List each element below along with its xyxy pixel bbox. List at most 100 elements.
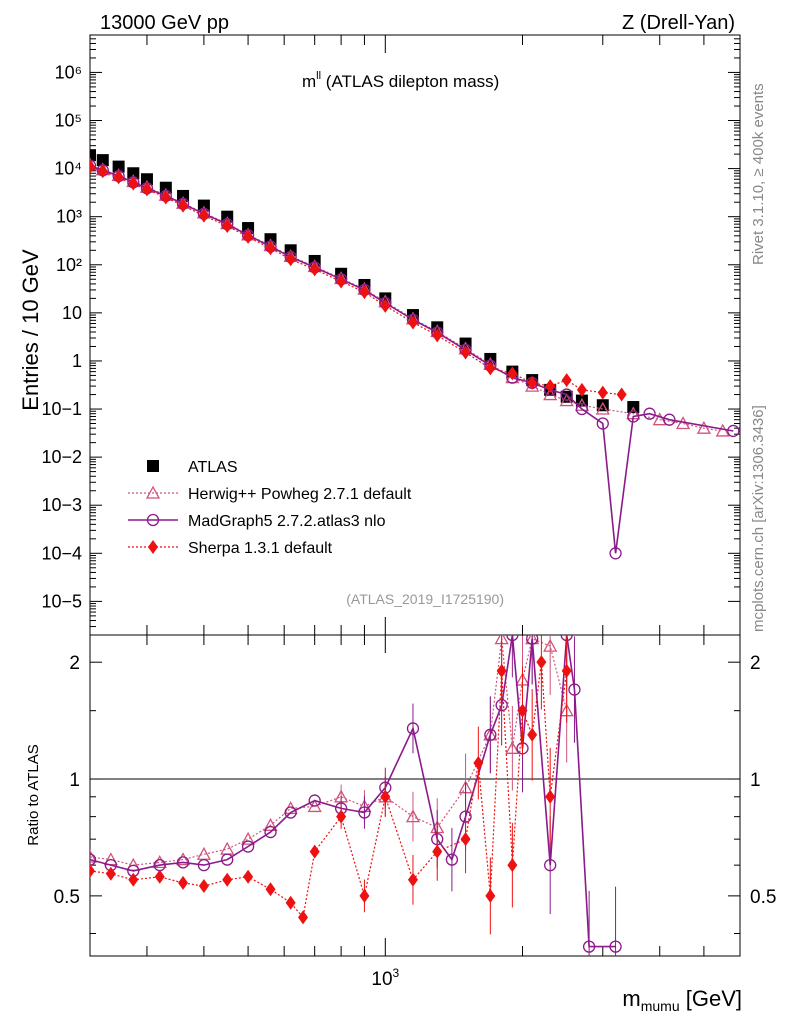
ratio-point xyxy=(285,895,296,910)
ratio-point xyxy=(241,840,255,853)
y-tick-label: 10−5 xyxy=(41,591,82,611)
ratio-point xyxy=(176,856,190,869)
data-point xyxy=(178,198,189,213)
ratio-point xyxy=(380,789,391,804)
header-right: Z (Drell-Yan) xyxy=(622,12,735,34)
data-point xyxy=(527,375,538,390)
legend-marker-diamond xyxy=(148,540,158,554)
series-1 xyxy=(90,157,730,437)
x-tick-label-1000: 103 xyxy=(371,966,399,990)
ratio-point xyxy=(154,869,165,884)
header-left: 13000 GeV pp xyxy=(100,12,229,34)
ratio-point xyxy=(536,655,547,670)
ratio-point xyxy=(284,806,297,819)
ratio-point xyxy=(90,863,95,878)
ratio-tick-label-right: 1 xyxy=(750,770,761,791)
data-point xyxy=(90,149,96,162)
ratio-point xyxy=(358,806,371,819)
y-tick-label: 10 xyxy=(62,303,82,323)
ratio-point xyxy=(197,858,211,872)
legend-marker-square xyxy=(147,460,159,472)
ratio-point xyxy=(308,794,321,807)
data-point xyxy=(561,373,572,388)
data-point xyxy=(198,208,209,223)
mcplots-label: mcplots.cern.ch [arXiv:1306.3436] xyxy=(750,405,767,632)
data-point xyxy=(663,413,676,426)
ratio-tick-label: 0.5 xyxy=(54,887,80,908)
data-point xyxy=(560,388,573,401)
ratio-point xyxy=(568,683,581,696)
data-point xyxy=(407,315,418,330)
ratio-point xyxy=(561,663,572,678)
data-point xyxy=(559,393,574,407)
data-point xyxy=(575,402,589,416)
ratio-series-2 xyxy=(90,635,572,935)
ratio-point xyxy=(545,789,556,804)
data-point xyxy=(285,252,296,267)
y-tick-label: 10−3 xyxy=(41,495,82,515)
y-tick-label: 10² xyxy=(56,255,82,275)
plot-title: mll (ATLAS dilepton mass) xyxy=(302,70,499,91)
data-point xyxy=(113,170,124,185)
data-point xyxy=(596,417,609,430)
y-tick-label: 10−1 xyxy=(41,399,82,419)
data-point xyxy=(141,182,152,197)
data-point xyxy=(96,154,109,167)
y-tick-label: 10−4 xyxy=(41,543,82,563)
ratio-point xyxy=(105,866,116,881)
legend-label: ATLAS xyxy=(188,459,238,476)
y-tick-label: 10⁶ xyxy=(55,62,82,82)
data-point xyxy=(485,361,496,376)
main-series xyxy=(90,149,740,560)
ratio-tick-label-right: 2 xyxy=(750,653,761,674)
ratio-point xyxy=(506,635,519,642)
data-point xyxy=(380,298,391,313)
data-point xyxy=(336,274,347,289)
legend-marker-triangle xyxy=(145,485,161,499)
rivet-label: Rivet 3.1.10, ≥ 400k events xyxy=(750,83,767,265)
data-point xyxy=(112,160,125,173)
ratio-point xyxy=(196,846,211,860)
ratio-line xyxy=(90,662,568,919)
ratio-point xyxy=(406,722,420,735)
main-y-ticks: 10−5 10−4 10−3 10−2 10−1 1 10 10² 10³ 10⁴ 10⁵ 10⁶ xyxy=(41,34,740,636)
series-line xyxy=(90,164,734,554)
ratio-point xyxy=(90,853,97,866)
series-0 xyxy=(90,149,640,414)
data-point xyxy=(90,159,95,174)
data-point xyxy=(460,345,471,360)
ratio-point xyxy=(264,825,277,839)
ratio-point xyxy=(496,663,507,678)
ratio-point xyxy=(336,809,347,824)
data-point xyxy=(140,173,153,186)
ratio-point xyxy=(517,703,528,718)
ratio-point xyxy=(582,940,596,953)
data-point xyxy=(128,176,139,191)
ratio-point xyxy=(175,852,191,866)
data-point xyxy=(507,366,518,381)
y-tick-label: 10⁴ xyxy=(54,159,82,179)
ratio-point xyxy=(405,809,421,823)
data-point xyxy=(432,328,443,343)
ratio-point xyxy=(221,853,234,866)
x-axis-label: mmumu [GeV] xyxy=(622,986,742,1014)
data-point xyxy=(90,159,97,172)
y-axis-label: Entries / 10 GeV xyxy=(18,249,43,411)
ratio-point xyxy=(263,817,278,831)
data-point xyxy=(627,410,640,423)
y-tick-label: 10³ xyxy=(56,207,82,227)
ratio-point xyxy=(544,858,557,872)
ratio-point xyxy=(484,728,497,741)
data-point xyxy=(97,164,108,179)
data-point xyxy=(652,412,667,426)
ratio-point xyxy=(128,872,139,887)
y-tick-label: 1 xyxy=(72,351,82,371)
legend-label: MadGraph5 2.7.2.atlas3 nlo xyxy=(188,513,386,530)
ratio-point xyxy=(526,635,539,645)
ratio-point xyxy=(222,872,233,887)
data-point xyxy=(643,407,656,420)
ratio-line xyxy=(90,637,568,866)
ratio-point xyxy=(298,910,309,925)
ratio-point xyxy=(265,882,276,897)
